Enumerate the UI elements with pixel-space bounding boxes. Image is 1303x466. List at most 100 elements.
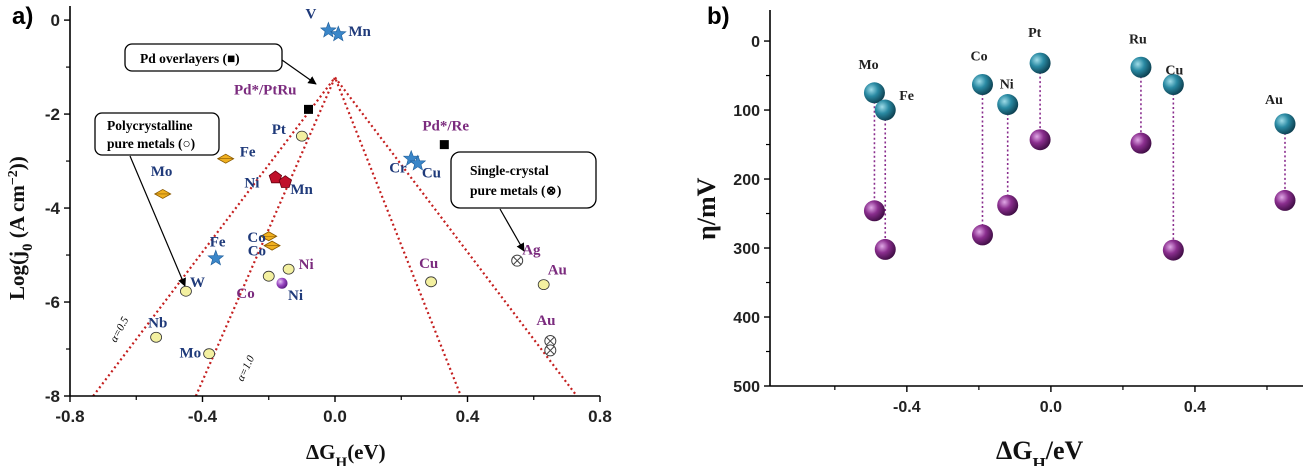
sphere-purple-fe — [874, 238, 896, 260]
data-point-fe — [207, 249, 225, 266]
x-axis-label: ΔGH(eV) — [306, 440, 386, 466]
sphere-teal-mo — [863, 82, 885, 104]
sphere-purple-ru — [1130, 132, 1152, 154]
point-label: Mn — [290, 182, 313, 198]
sphere-teal-ru — [1130, 56, 1152, 78]
point-label: Ni — [288, 288, 303, 304]
y-tick-label: 300 — [733, 241, 760, 258]
point-label: Co — [248, 244, 266, 260]
x-tick-label: -0.4 — [188, 407, 218, 426]
data-point-mo — [203, 348, 216, 360]
point-label: Cu — [422, 165, 441, 181]
x-tick-label: -0.8 — [55, 407, 84, 426]
sphere-label: Cu — [1165, 64, 1183, 79]
sphere-label: Mo — [858, 58, 878, 73]
sphere-teal-fe — [874, 99, 896, 121]
point-label: Au — [548, 263, 567, 279]
data-point-au — [537, 279, 550, 291]
sphere-purple-pt — [1029, 129, 1051, 151]
sphere-teal-co — [971, 74, 993, 96]
point-label: V — [306, 6, 317, 22]
data-point-co — [263, 240, 281, 251]
data-points — [150, 21, 557, 360]
sphere-label: Ni — [1000, 78, 1014, 93]
y-ticks: 0 -2 -4 -6 -8 — [45, 11, 70, 406]
sphere-label: Fe — [899, 89, 914, 104]
point-label: Ni — [244, 176, 259, 192]
data-point-fe — [216, 153, 235, 164]
svg-text:Pd overlayers (■): Pd overlayers (■) — [140, 51, 240, 66]
alpha-1.0-label: α=1.0 — [235, 353, 257, 383]
single-crystal-box: Single-crystal pure metals (⊗) — [450, 151, 597, 209]
data-point-cu — [425, 276, 437, 288]
x-tick-label: 0.0 — [323, 407, 347, 426]
point-label: Co — [247, 230, 265, 246]
data-point-pd-ptru — [304, 104, 313, 114]
volcano-lines — [92, 74, 578, 397]
y-tick-label: -4 — [45, 199, 61, 218]
sphere-purple-mo — [863, 200, 885, 222]
x-tick-label: 0.4 — [1184, 399, 1206, 416]
sphere-label: Au — [1265, 93, 1283, 108]
point-label: Co — [236, 286, 254, 302]
polycrystalline-arrow — [129, 155, 186, 287]
axes-a: -0.8 -0.4 0.0 0.4 0.8 0 -2 -4 -6 -8 — [45, 6, 612, 426]
point-label: Au — [536, 313, 555, 329]
y-axis-label: Log(j0 (A cm−2)) — [5, 156, 36, 300]
svg-text:Single-crystal: Single-crystal — [470, 163, 549, 178]
y-tick-label: 400 — [733, 310, 760, 327]
polycrystalline-box: Polycrystalline pure metals (○) — [94, 112, 220, 156]
y-tick-label: 100 — [733, 103, 760, 120]
point-label: Fe — [240, 145, 256, 161]
y-tick-label: 0 — [51, 11, 60, 30]
volcano-line-alpha-1.0 — [194, 74, 462, 397]
point-label: Pd*/Re — [422, 119, 469, 135]
data-point-ni — [268, 170, 283, 184]
data-point-pd-re — [439, 140, 449, 150]
panel-a-label: a) — [12, 3, 33, 30]
x-ticks: -0.4 0.0 0.4 — [834, 386, 1268, 416]
data-point-ni — [282, 263, 295, 275]
axes-b: -0.4 0.0 0.4 0 100 200 300 400 500 — [733, 10, 1303, 416]
data-point-w — [180, 285, 192, 297]
sphere-purple-ni — [997, 194, 1019, 216]
point-label: Cr — [389, 161, 407, 177]
sphere-teal-ni — [997, 94, 1019, 116]
data-point-cu — [409, 154, 427, 171]
sphere-points — [863, 52, 1296, 261]
sphere-teal-cu — [1162, 74, 1184, 96]
point-label: Mo — [151, 164, 173, 180]
data-point-co — [262, 270, 275, 282]
sphere-labels: Mo Fe Co Ni Pt Ru Cu Au — [858, 26, 1283, 108]
data-point-co — [259, 231, 278, 242]
point-label: Mo — [179, 346, 201, 362]
sphere-purple-co — [971, 224, 993, 246]
point-label: W — [190, 275, 205, 291]
data-point-mo — [153, 188, 172, 199]
data-point-au — [544, 335, 557, 348]
point-label: Nb — [148, 315, 167, 331]
data-point-unlabeled — [544, 344, 557, 357]
y-ticks: 0 100 200 300 400 500 — [733, 34, 770, 396]
point-label: Fe — [210, 234, 226, 250]
sphere-label: Ru — [1129, 32, 1147, 47]
point-label: Cu — [419, 256, 438, 272]
point-label: Mn — [348, 24, 371, 40]
y-tick-label: 200 — [733, 172, 760, 189]
sphere-purple-cu — [1162, 239, 1184, 261]
svg-text:pure metals (⊗): pure metals (⊗) — [470, 183, 561, 198]
data-point-v — [320, 21, 337, 38]
pd-overlayers-arrow — [281, 59, 317, 85]
x-axis-label: ΔGH/eV — [996, 436, 1084, 466]
panel-b-label: b) — [707, 3, 730, 30]
alpha-0.5-label: α=0.5 — [108, 315, 131, 345]
sphere-label: Pt — [1028, 26, 1042, 41]
sphere-purple-au — [1274, 189, 1296, 211]
svg-text:Polycrystalline: Polycrystalline — [107, 118, 192, 133]
sphere-label: Co — [970, 50, 987, 65]
sphere-teal-au — [1274, 113, 1296, 135]
point-label: Pt — [272, 122, 286, 138]
